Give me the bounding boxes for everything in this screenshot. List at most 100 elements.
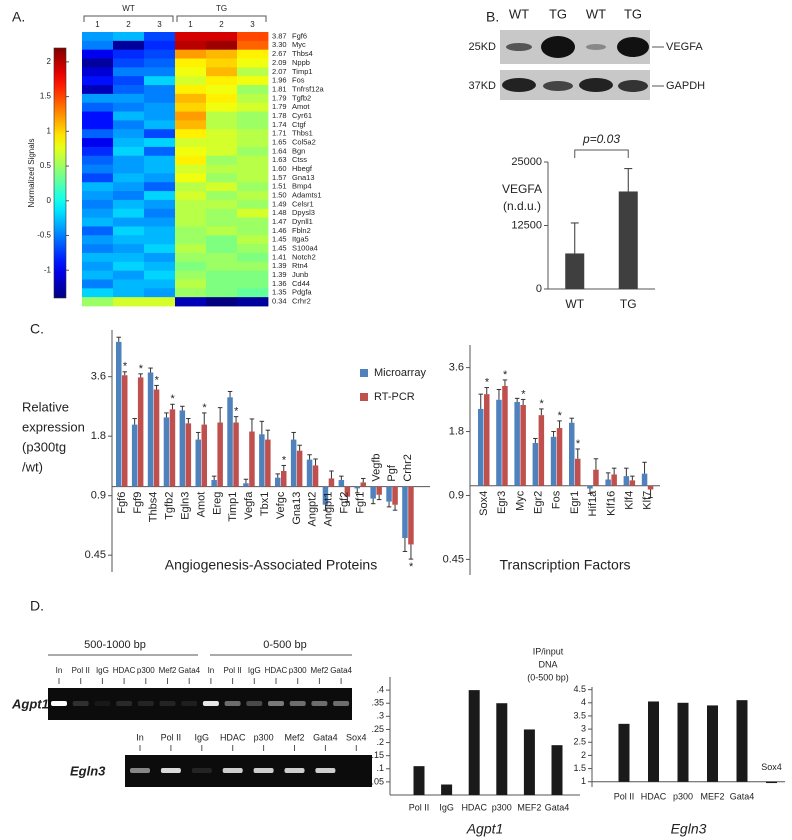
x-tick-label: Egr1 (569, 491, 581, 514)
heatmap-cell (206, 173, 238, 183)
fold-change: 1.81 (272, 84, 287, 93)
fold-change: 1.51 (272, 182, 287, 191)
bar (185, 423, 192, 487)
fold-change: 1.57 (272, 173, 287, 182)
heatmap-cell (237, 93, 269, 104)
group-bracket (176, 15, 267, 22)
column-label: 1 (188, 20, 193, 29)
heatmap-cell (237, 146, 269, 157)
heatmap-cell (144, 244, 176, 254)
gene-label: Thbs4 (292, 49, 313, 58)
heatmap-cell (237, 261, 269, 272)
colorbar-tick-label: 2 (47, 57, 52, 66)
heatmap-cell (206, 102, 238, 112)
bar (217, 422, 223, 487)
heatmap-cell (175, 261, 207, 272)
heatmap-cell (237, 32, 269, 42)
heatmap-cell (175, 129, 207, 139)
x-tick-label: Gata4 (545, 802, 570, 812)
heatmap-cell (113, 40, 145, 51)
heatmap-cell (237, 102, 269, 112)
y-tick-label: .15 (371, 750, 384, 760)
bar (408, 486, 414, 545)
heatmap-cell (206, 40, 238, 51)
heatmap-cell (113, 244, 145, 254)
heatmap-cell (82, 182, 114, 192)
x-tick-label: Angpt1 (323, 492, 335, 527)
bar (360, 482, 366, 487)
y-axis-label: Relative (22, 399, 69, 414)
gene-label: Timp1 (292, 67, 313, 76)
chart-title: (0-500 bp) (527, 672, 569, 682)
significance: * (139, 363, 144, 375)
gel-band (160, 768, 181, 773)
heatmap-cell (206, 199, 238, 210)
x-tick-label: Crhr2 (402, 454, 414, 482)
heatmap-cell (206, 164, 238, 174)
heatmap-cell (82, 261, 114, 272)
bar (523, 729, 535, 795)
y-tick-label: .2 (376, 737, 384, 747)
heatmap-cell (237, 208, 269, 219)
bar (322, 486, 329, 505)
x-tick-label: Pol II (614, 791, 635, 801)
panel-label: D. (30, 598, 44, 614)
y-tick-label: 3.6 (449, 362, 464, 374)
bar (402, 486, 408, 538)
heatmap-cell (175, 67, 207, 77)
gene-label: Ctgf (292, 120, 307, 129)
heatmap-cell (175, 226, 207, 236)
legend-label: RT-PCR (374, 391, 415, 403)
heatmap-cell (175, 199, 207, 210)
heatmap-cell (206, 85, 238, 95)
heatmap-cell (237, 120, 269, 130)
heatmap-cell (175, 93, 207, 104)
heatmap-cell (144, 261, 176, 272)
bar (478, 408, 484, 486)
heatmap-cell (144, 32, 176, 42)
colorbar-tick-label: 1 (47, 126, 52, 135)
bar (354, 486, 360, 489)
heatmap-cell (144, 49, 176, 59)
y-tick-label: 1 (581, 776, 586, 786)
fold-change: 1.48 (272, 208, 287, 217)
bar (413, 766, 425, 795)
y-tick-label: 4.5 (573, 684, 586, 694)
significance: * (409, 561, 414, 573)
heatmap-cell (206, 208, 238, 219)
bar (370, 486, 376, 499)
heatmap-cell (82, 173, 114, 183)
heatmap-cell (206, 226, 238, 236)
group-bracket (83, 15, 174, 22)
bar (265, 439, 271, 487)
heatmap-cell (82, 155, 114, 165)
heatmap-cell (175, 58, 207, 68)
heatmap-cell (206, 76, 238, 86)
significance: * (123, 361, 128, 373)
heatmap-cell (237, 111, 269, 121)
y-tick-label: 2.5 (573, 737, 586, 747)
x-tick-label: Klf4 (624, 491, 636, 510)
heatmap-cell (113, 146, 145, 157)
gene-label: Col5a2 (292, 137, 316, 146)
y-axis-label: VEGFA (502, 182, 542, 196)
fold-change: 1.71 (272, 129, 287, 138)
heatmap-cell (82, 191, 114, 201)
bar (538, 415, 545, 486)
gel-band (253, 768, 274, 773)
bar (147, 372, 154, 487)
heatmap-cell (113, 102, 145, 112)
gel-band (94, 701, 111, 706)
heatmap-cell (113, 93, 145, 104)
heatmap-cell (144, 102, 176, 112)
group-label: TG (216, 4, 227, 13)
bar (163, 417, 170, 487)
y-tick-label: .05 (371, 776, 384, 786)
blot-lane: TG (549, 6, 567, 21)
group-label: WT (122, 4, 135, 13)
heatmap-cell (144, 226, 176, 236)
lane-label: In (208, 666, 215, 675)
heatmap-cell (82, 146, 114, 157)
heatmap-cell (113, 288, 145, 298)
blot-band (617, 37, 649, 57)
